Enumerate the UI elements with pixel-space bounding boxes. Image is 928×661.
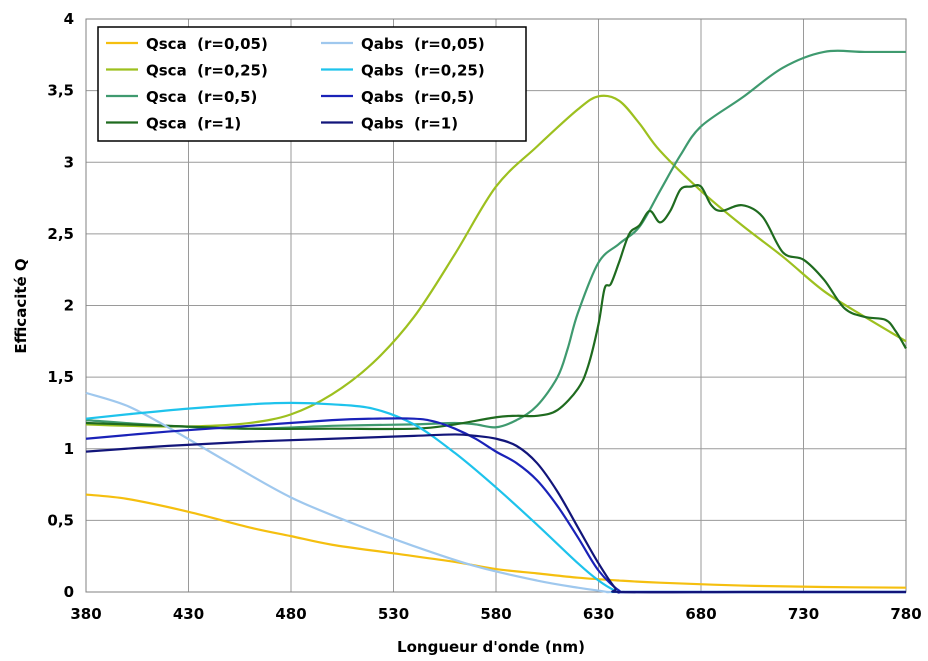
y-tick-label: 4 (64, 10, 74, 28)
x-tick-label: 530 (378, 605, 409, 623)
x-tick-label: 480 (275, 605, 306, 623)
legend-label: Qabs (r=0,05) (361, 35, 485, 53)
x-tick-label: 580 (480, 605, 511, 623)
series-line-qsca-r1 (85, 184, 907, 431)
series-line-qsca-r05 (85, 49, 906, 430)
y-tick-label: 2,5 (47, 225, 74, 243)
legend-label: Qsca (r=0,5) (146, 88, 257, 106)
x-tick-label: 680 (685, 605, 716, 623)
x-tick-labels: 380 430 480 530 580 630 680 730 780 (70, 605, 921, 623)
y-tick-label: 0 (64, 583, 74, 601)
y-axis-title: Efficacité Q (12, 258, 30, 353)
legend-label: Qsca (r=1) (146, 115, 241, 133)
y-tick-label: 3 (64, 153, 74, 171)
y-tick-label: 1,5 (47, 368, 74, 386)
y-tick-label: 1 (64, 440, 74, 458)
legend: Qsca (r=0,05) Qsca (r=0,25) Qsca (r=0,5) Qs… (97, 26, 527, 142)
x-tick-label: 730 (788, 605, 819, 623)
x-axis-title: Longueur d'onde (nm) (397, 638, 585, 656)
series-line-qabs-r1 (85, 433, 906, 594)
series-lines (85, 49, 907, 594)
legend-label: Qsca (r=0,25) (146, 62, 268, 80)
y-tick-label: 2 (64, 297, 74, 315)
y-tick-labels: 0 0,5 1 1,5 2 2,5 3 3,5 4 (47, 10, 74, 601)
y-tick-label: 0,5 (47, 511, 74, 529)
series-line-qsca-r025 (85, 94, 907, 428)
legend-label: Qsca (r=0,05) (146, 35, 268, 53)
plot-area-frame (85, 18, 907, 593)
legend-label: Qabs (r=0,25) (361, 62, 485, 80)
y-tick-label: 3,5 (47, 82, 74, 100)
series-line-qsca-r005 (85, 493, 907, 589)
legend-box (97, 26, 527, 142)
x-tick-label: 780 (890, 605, 921, 623)
x-tick-label: 380 (70, 605, 101, 623)
legend-label: Qabs (r=0,5) (361, 88, 474, 106)
legend-label: Qabs (r=1) (361, 115, 458, 133)
x-tick-label: 630 (583, 605, 614, 623)
x-tick-label: 430 (173, 605, 204, 623)
